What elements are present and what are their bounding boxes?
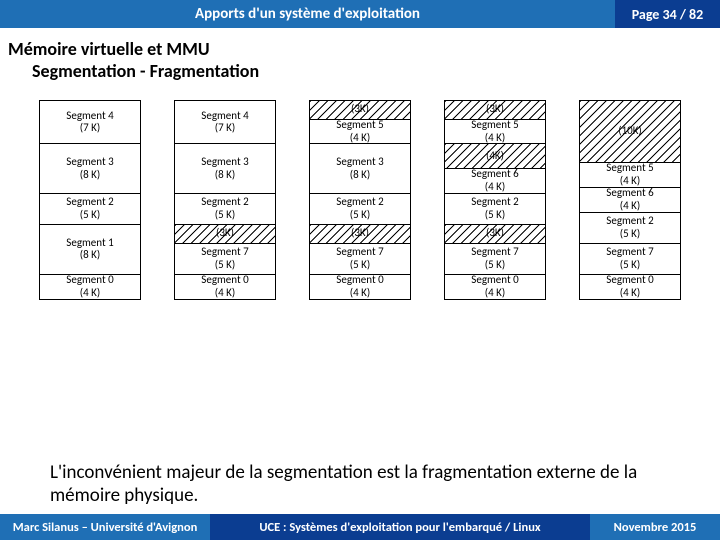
segmentation-diagram: Segment 4(7 K)Segment 3(8 K)Segment 2(5 … [0, 84, 720, 458]
segment-block: Segment 3(8 K) [175, 144, 275, 194]
segment-size: (5 K) [620, 228, 640, 241]
segment-size: (7 K) [80, 122, 100, 135]
segment-size: (5 K) [215, 209, 235, 222]
segment-name: Segment 3 [201, 156, 248, 169]
segment-size: (4 K) [485, 181, 505, 194]
segment-block: Segment 4(7 K) [40, 101, 140, 144]
segment-block: Segment 0(4 K) [580, 275, 680, 300]
slide-subtitle: Mémoire virtuelle et MMU Segmentation - … [0, 28, 720, 84]
segment-name: Segment 7 [606, 246, 653, 259]
subtitle-line-1: Mémoire virtuelle et MMU [8, 38, 712, 60]
segment-name: Segment 5 [606, 162, 653, 175]
memory-column: Segment 4(7 K)Segment 3(8 K)Segment 2(5 … [174, 100, 276, 300]
segment-size: (4 K) [350, 132, 370, 145]
segment-size: (8 K) [350, 169, 370, 182]
segment-size: (3K) [486, 227, 504, 240]
footer-center: UCE : Systèmes d'exploitation pour l'emb… [210, 514, 590, 540]
segment-size: (4 K) [80, 287, 100, 300]
segment-block: Segment 1(8 K) [40, 225, 140, 275]
segment-block: Segment 3(8 K) [310, 144, 410, 194]
segment-size: (4 K) [620, 287, 640, 300]
segment-block: Segment 7(5 K) [580, 244, 680, 275]
segment-name: Segment 7 [201, 246, 248, 259]
segment-size: (3K) [351, 227, 369, 240]
subtitle-line-2: Segmentation - Fragmentation [8, 60, 712, 82]
segment-block: Segment 2(5 K) [580, 213, 680, 244]
segment-name: Segment 5 [336, 119, 383, 132]
memory-column: (3K)Segment 5(4 K)Segment 3(8 K)Segment … [309, 100, 411, 300]
segment-block: Segment 6(4 K) [445, 169, 545, 194]
segment-size: (5 K) [80, 209, 100, 222]
segment-block: Segment 5(4 K) [310, 120, 410, 145]
header-title: Apports d'un système d'exploitation [0, 0, 615, 28]
segment-size: (5 K) [350, 259, 370, 272]
segment-size: (5 K) [620, 259, 640, 272]
segment-block: Segment 2(5 K) [445, 194, 545, 225]
segment-size: (8 K) [80, 169, 100, 182]
segment-size: (4 K) [485, 287, 505, 300]
segment-size: (8 K) [80, 249, 100, 262]
segment-name: Segment 5 [471, 119, 518, 132]
segment-block: Segment 0(4 K) [310, 275, 410, 300]
footer-right: Novembre 2015 [590, 514, 720, 540]
page-indicator: Page 34 / 82 [615, 0, 720, 28]
free-fragment: (10K) [580, 101, 680, 163]
segment-size: (4 K) [350, 287, 370, 300]
segment-size: (8 K) [215, 169, 235, 182]
segment-block: Segment 5(4 K) [580, 163, 680, 188]
segment-size: (5 K) [485, 209, 505, 222]
segment-size: (3K) [486, 103, 504, 116]
segment-size: (4 K) [215, 287, 235, 300]
free-fragment: (3K) [445, 225, 545, 244]
memory-column: (3K)Segment 5(4 K)(4K)Segment 6(4 K)Segm… [444, 100, 546, 300]
segment-size: (4 K) [620, 200, 640, 213]
segment-name: Segment 6 [606, 187, 653, 200]
segment-block: Segment 0(4 K) [40, 275, 140, 300]
memory-column: (10K)Segment 5(4 K)Segment 6(4 K)Segment… [579, 100, 681, 300]
free-fragment: (3K) [310, 101, 410, 120]
segment-size: (4K) [486, 150, 504, 163]
segment-block: Segment 7(5 K) [445, 244, 545, 275]
segment-block: Segment 7(5 K) [175, 244, 275, 275]
segment-size: (10K) [618, 125, 642, 138]
segment-size: (7 K) [215, 122, 235, 135]
slide-header: Apports d'un système d'exploitation Page… [0, 0, 720, 28]
free-fragment: (3K) [310, 225, 410, 244]
segment-name: Segment 2 [606, 215, 653, 228]
segment-size: (3K) [216, 227, 234, 240]
segment-block: Segment 6(4 K) [580, 188, 680, 213]
free-fragment: (3K) [175, 225, 275, 244]
segment-size: (3K) [351, 103, 369, 116]
segment-size: (5 K) [485, 259, 505, 272]
segment-name: Segment 7 [336, 246, 383, 259]
segment-name: Segment 3 [66, 156, 113, 169]
segment-block: Segment 2(5 K) [175, 194, 275, 225]
segment-size: (5 K) [215, 259, 235, 272]
segment-block: Segment 4(7 K) [175, 101, 275, 144]
footer-left: Marc Silanus – Université d'Avignon [0, 514, 210, 540]
segment-block: Segment 7(5 K) [310, 244, 410, 275]
segment-block: Segment 0(4 K) [175, 275, 275, 300]
segment-block: Segment 3(8 K) [40, 144, 140, 194]
body-text: L'inconvénient majeur de la segmentation… [0, 458, 720, 514]
segment-size: (5 K) [350, 209, 370, 222]
segment-block: Segment 0(4 K) [445, 275, 545, 300]
segment-name: Segment 3 [336, 156, 383, 169]
free-fragment: (3K) [445, 101, 545, 120]
slide-footer: Marc Silanus – Université d'Avignon UCE … [0, 514, 720, 540]
segment-block: Segment 5(4 K) [445, 120, 545, 145]
segment-size: (4 K) [485, 132, 505, 145]
segment-name: Segment 7 [471, 246, 518, 259]
segment-block: Segment 2(5 K) [310, 194, 410, 225]
memory-column: Segment 4(7 K)Segment 3(8 K)Segment 2(5 … [39, 100, 141, 300]
segment-block: Segment 2(5 K) [40, 194, 140, 225]
free-fragment: (4K) [445, 144, 545, 169]
